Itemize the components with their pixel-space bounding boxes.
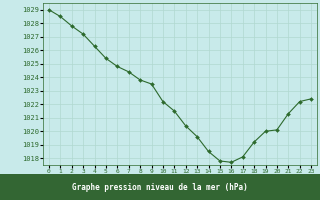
- Text: Graphe pression niveau de la mer (hPa): Graphe pression niveau de la mer (hPa): [72, 182, 248, 192]
